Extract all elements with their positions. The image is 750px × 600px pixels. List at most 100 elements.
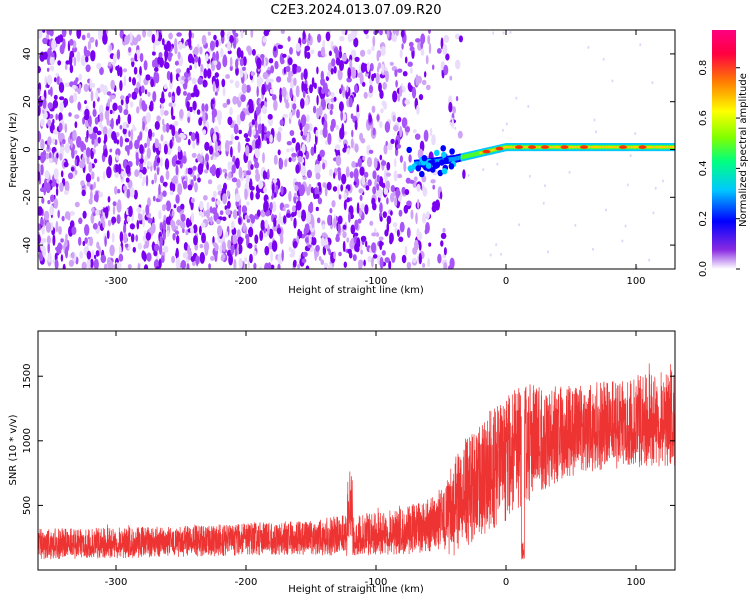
spectrogram-noise-cell — [330, 103, 334, 110]
spectrogram-noise-cell — [267, 262, 272, 269]
spectrogram-noise-cell — [38, 88, 41, 96]
spectrogram-noise-cell — [60, 238, 64, 243]
spectrogram-noise-cell — [78, 73, 83, 81]
spectrogram-noise-cell — [209, 40, 215, 51]
spectrogram-noise-cell — [397, 94, 401, 102]
spectrogram-noise-cell — [197, 163, 204, 175]
x-tick-label: 100 — [626, 577, 645, 588]
spectrogram-noise-cell — [288, 111, 293, 120]
spectrogram-noise-cell — [137, 262, 140, 269]
spectrogram-noise-cell — [119, 135, 124, 148]
spectrogram-noise-cell — [277, 130, 282, 143]
spectrogram-noise-cell — [190, 92, 196, 98]
spectrogram-noise-cell — [372, 127, 376, 136]
spectrogram-noise-cell — [261, 130, 265, 142]
spectrogram-noise-cell — [368, 114, 372, 124]
spectrogram-noise-cell — [308, 33, 311, 41]
spectrogram-noise-cell — [194, 61, 198, 70]
spectrogram-noise-cell — [88, 236, 94, 247]
spectrogram-noise-cell — [330, 68, 334, 75]
spectrogram-noise-cell — [123, 185, 128, 192]
spectrogram-noise-cell — [235, 66, 239, 76]
spectrogram-noise-cell — [404, 245, 408, 256]
spectrogram-noise-cell — [59, 96, 65, 101]
signal-blob — [419, 170, 425, 178]
spectrogram-noise-cell — [360, 235, 367, 242]
spectrogram-noise-cell — [76, 136, 82, 148]
spectrogram-noise-cell — [293, 95, 297, 104]
spectrogram-noise-cell — [111, 131, 117, 141]
spectrogram-noise-cell — [347, 248, 352, 254]
spectrogram-noise-cell — [142, 30, 147, 38]
spectrogram-noise-cell — [241, 205, 248, 214]
spectrogram-noise-cell — [123, 223, 127, 234]
spectrogram-noise-cell — [173, 204, 177, 209]
spectrogram-noise-cell — [48, 89, 51, 95]
signal-cell-core — [662, 146, 665, 149]
spectrogram-noise-cell — [368, 84, 374, 94]
spectrogram-noise-cell — [180, 213, 186, 222]
spectrogram-noise-cell — [72, 46, 78, 53]
spectrogram-noise-cell — [295, 85, 300, 98]
spectrogram-noise-cell — [320, 77, 326, 86]
spectrogram-noise-cell — [329, 207, 333, 214]
spectrogram-noise-cell — [204, 169, 209, 174]
spectrogram-noise-cell — [368, 149, 374, 154]
spectrogram-noise-cell — [91, 249, 95, 258]
spectrogram-noise-cell — [214, 72, 219, 78]
spectrogram-noise-cell — [378, 192, 382, 197]
spectrogram-noise-cell — [333, 217, 337, 229]
spectrogram-noise-cell — [244, 257, 248, 263]
spectrogram-noise-cell — [489, 253, 492, 257]
spectrogram-noise-cell — [189, 65, 193, 71]
spectrogram-noise-cell — [283, 66, 287, 75]
spectrogram-noise-cell — [132, 37, 138, 46]
snr-panel: -300 -200 -100 0 100 500 1000 1500 Height of st… — [8, 330, 676, 595]
spectrogram-noise-cell — [416, 183, 421, 192]
spectrogram-noise-cell — [327, 91, 332, 96]
spectrogram-noise-cell — [384, 229, 389, 237]
spectrogram-noise-cell — [305, 97, 309, 106]
spectrogram-noise-cell — [238, 166, 243, 179]
spectrogram-noise-cell — [250, 30, 254, 38]
spectrogram-noise-cell — [258, 103, 262, 114]
spectrogram-noise-cell — [333, 172, 336, 179]
spectrogram-noise-cell — [394, 196, 398, 207]
y-tick-label: 500 — [22, 496, 33, 515]
spectrogram-noise-cell — [342, 147, 347, 153]
spectrogram-noise-cell — [416, 231, 423, 241]
spectrogram-noise-cell — [50, 52, 55, 58]
spectrogram-noise-cell — [363, 91, 368, 99]
spectrogram-noise-cell — [397, 116, 402, 123]
spectrogram-noise-cell — [149, 100, 154, 110]
colorbar: 0.0 0.2 0.4 0.6 0.8 Normalized spectral ampl… — [698, 30, 749, 277]
spectrogram-noise-cell — [63, 98, 69, 107]
spectrogram-noise-cell — [74, 158, 78, 166]
signal-cell-mid — [463, 154, 467, 159]
spectrogram-noise-cell — [84, 108, 90, 118]
spectrogram-noise-cell — [280, 30, 285, 34]
spectrogram-noise-cell — [268, 242, 274, 250]
spectrogram-noise-cell — [142, 103, 146, 109]
spectrogram-noise-cell — [255, 191, 260, 200]
spectrogram-noise-cell — [203, 195, 208, 201]
spectrogram-noise-cell — [306, 132, 310, 144]
spectrogram-noise-cell — [424, 71, 427, 78]
spectrogram-noise-cell — [126, 123, 129, 128]
spectrogram-noise-cell — [102, 220, 106, 229]
spectrogram-noise-cell — [335, 155, 342, 167]
spectrogram-noise-cell — [120, 98, 124, 106]
spectrogram-noise-cell — [175, 257, 181, 269]
spectrogram-noise-cell — [93, 181, 96, 189]
spectrogram-noise-cell — [127, 243, 131, 250]
signal-peak — [580, 145, 588, 149]
spectrogram-noise-cell — [111, 232, 115, 243]
spectrogram-noise-cell — [288, 157, 292, 163]
signal-cell-mid — [454, 156, 458, 161]
spectrogram-noise-cell — [225, 74, 231, 79]
x-tick-label: 100 — [626, 276, 645, 287]
spectrogram-noise-cell — [71, 84, 77, 90]
spectrogram-noise-cell — [186, 101, 190, 112]
signal-cell-core — [646, 146, 649, 149]
spectrogram-noise-cell — [122, 68, 128, 73]
